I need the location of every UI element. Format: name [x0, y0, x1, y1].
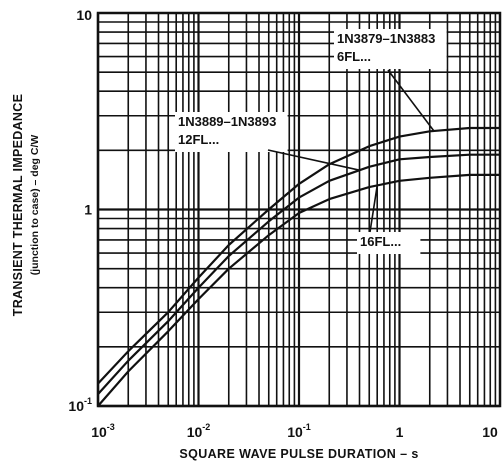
x-tick-label: 1 — [396, 424, 404, 440]
y-axis-label-units: (junction to case) – deg C/W — [29, 135, 41, 276]
annotation-bg — [175, 112, 288, 152]
annotations: 1N3879–1N3883 6FL... 1N3889–1N3893 12FL... 1… — [175, 29, 447, 254]
y-tick-label: 10-1 — [68, 396, 92, 414]
x-tick-label: 10-1 — [287, 422, 311, 440]
series-line-3 — [97, 173, 500, 407]
y-tick-label: 1 — [84, 202, 92, 218]
annotation-label: 6FL... — [337, 49, 371, 64]
x-tick-label: 10 — [482, 424, 498, 440]
series-line-2 — [97, 153, 500, 395]
x-tick-labels: 10-3 10-2 10-1 1 10 — [91, 422, 498, 440]
annotation-leader — [267, 149, 360, 171]
annotation-label: 16FL... — [360, 234, 401, 249]
series-lines — [97, 126, 500, 407]
plot-frame — [96, 11, 502, 408]
x-tick-label: 10-2 — [187, 422, 211, 440]
annotation-label: 1N3889–1N3893 — [178, 114, 276, 129]
annotation-leader — [369, 185, 378, 233]
x-axis-label: SQUARE WAVE PULSE DURATION – s — [179, 447, 418, 461]
annotation-label: 1N3879–1N3883 — [337, 31, 435, 46]
annotation-label: 12FL... — [178, 132, 219, 147]
annotation-leader — [387, 69, 435, 132]
x-tick-label: 10-3 — [91, 422, 115, 440]
y-tick-label: 10 — [76, 7, 92, 23]
y-tick-labels: 10-1 1 10 — [68, 7, 92, 414]
annotation-bg — [357, 232, 421, 254]
annotation-bg — [334, 29, 447, 69]
series-line-1 — [97, 126, 500, 385]
grid — [96, 13, 500, 408]
y-axis-label: TRANSIENT THERMAL IMPEDANCE — [11, 94, 25, 316]
